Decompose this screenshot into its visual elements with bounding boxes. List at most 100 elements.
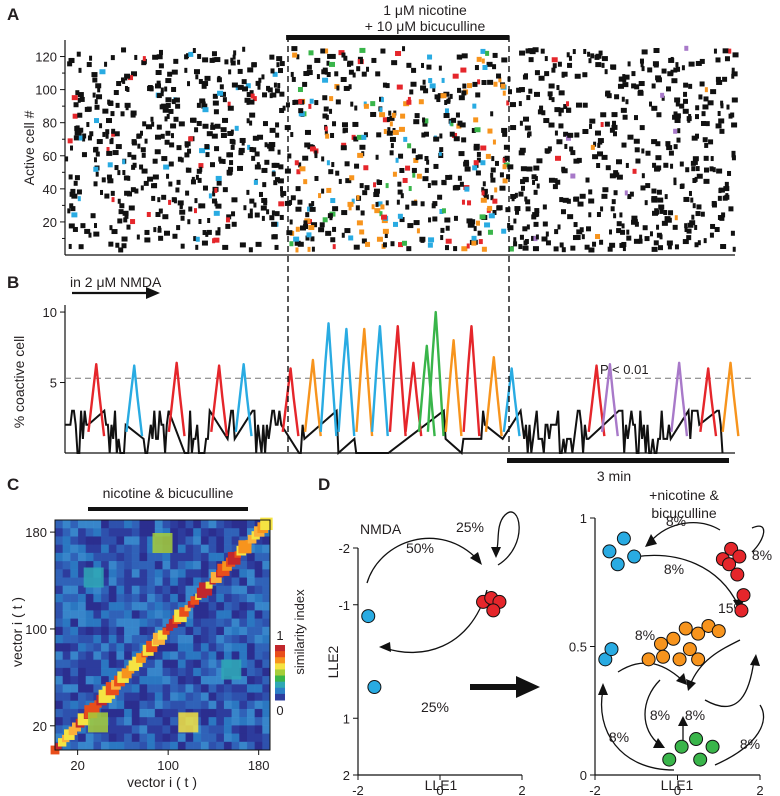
heatmap-cell xyxy=(124,741,133,751)
heatmap-cell xyxy=(262,700,271,710)
raster-event xyxy=(690,160,696,166)
raster-event xyxy=(445,225,450,231)
raster-event xyxy=(523,116,530,122)
raster-event xyxy=(651,105,658,111)
raster-event xyxy=(115,144,122,150)
arrowhead xyxy=(678,716,688,726)
raster-event xyxy=(205,152,210,158)
raster-event xyxy=(305,235,310,241)
lle-point-orange xyxy=(672,652,687,667)
raster-event xyxy=(482,188,488,194)
raster-event xyxy=(675,101,680,107)
raster-event xyxy=(684,223,688,229)
heatmap-cell xyxy=(185,552,194,562)
raster-event xyxy=(77,92,84,98)
transition-arrow xyxy=(751,525,765,553)
raster-event xyxy=(330,198,336,204)
raster-event xyxy=(84,228,91,234)
heatmap-cell xyxy=(108,700,117,710)
heatmap-cell xyxy=(55,676,64,685)
raster-event xyxy=(214,57,221,63)
raster-event xyxy=(168,181,173,187)
colorbar-segment xyxy=(275,687,285,695)
raster-event xyxy=(198,163,204,169)
raster-event xyxy=(106,146,110,152)
heatmap-offdiag-block xyxy=(83,567,104,588)
heatmap-cell xyxy=(246,676,256,685)
raster-event xyxy=(416,228,420,234)
heatmap-cell xyxy=(162,659,171,669)
panel-b-label: B xyxy=(7,273,19,292)
raster-event xyxy=(548,83,555,89)
raster-event xyxy=(395,157,399,163)
heatmap-cell xyxy=(85,635,94,644)
raster-event xyxy=(598,50,603,56)
panel-c-y-axis-label: vector i ( t ) xyxy=(9,597,25,667)
raster-event xyxy=(458,95,465,101)
raster-event xyxy=(731,150,736,156)
raster-event xyxy=(631,83,637,89)
raster-event xyxy=(649,231,653,237)
heatmap-cell xyxy=(262,577,271,587)
heatmap-cell xyxy=(162,708,171,718)
raster-event xyxy=(345,178,352,184)
raster-event xyxy=(222,187,228,193)
raster-event xyxy=(296,54,300,60)
raster-event xyxy=(255,241,262,247)
treatment-boundary-lines xyxy=(287,36,510,456)
heatmap-cell xyxy=(262,643,271,652)
heatmap-cell xyxy=(78,741,87,751)
heatmap-cell xyxy=(223,741,233,751)
panel-a-treatment-label-2: + 10 μM bicuculline xyxy=(365,18,486,34)
raster-event xyxy=(467,222,474,228)
raster-event xyxy=(107,162,113,168)
raster-event xyxy=(461,246,468,252)
heatmap-cell xyxy=(93,602,102,611)
raster-event xyxy=(152,158,158,164)
heatmap-cell xyxy=(101,676,110,685)
raster-event xyxy=(290,132,294,138)
arrowhead xyxy=(470,552,482,565)
raster-event xyxy=(202,57,209,63)
raster-event xyxy=(545,240,551,246)
heatmap-cell xyxy=(70,643,79,652)
raster-event xyxy=(168,161,174,167)
raster-event xyxy=(557,224,561,230)
raster-event xyxy=(597,142,601,148)
raster-event xyxy=(341,232,345,238)
raster-event xyxy=(421,132,426,138)
raster-event xyxy=(673,111,678,117)
raster-event xyxy=(126,224,131,230)
heatmap-cell xyxy=(208,717,217,726)
raster-event xyxy=(292,100,296,106)
raster-event xyxy=(397,213,403,219)
heatmap-cell xyxy=(200,676,210,685)
heatmap-cell xyxy=(116,552,125,562)
raster-event xyxy=(199,98,206,104)
heatmap-cell xyxy=(139,700,148,710)
transition-arrow xyxy=(689,639,741,686)
raster-event xyxy=(446,98,451,104)
heatmap-diagonal-block xyxy=(57,738,67,747)
heatmap-cell xyxy=(116,635,125,644)
heatmap-cell xyxy=(131,520,140,529)
raster-event xyxy=(716,79,723,85)
heatmap-cell xyxy=(216,520,225,529)
raster-event xyxy=(612,120,617,126)
arrowhead xyxy=(598,683,608,695)
raster-event xyxy=(199,166,203,172)
heatmap-cell xyxy=(254,577,263,587)
raster-event xyxy=(279,214,284,220)
raster-event xyxy=(329,53,336,59)
raster-event xyxy=(270,68,275,74)
raster-event xyxy=(370,101,376,107)
raster-event xyxy=(324,126,328,132)
heatmap-cell xyxy=(246,569,256,578)
raster-event xyxy=(575,102,582,108)
raster-event xyxy=(416,173,422,179)
heatmap-cell xyxy=(139,667,148,677)
raster-event xyxy=(490,172,494,178)
raster-event xyxy=(155,83,162,89)
heatmap-cell xyxy=(62,569,71,578)
raster-event xyxy=(361,238,367,244)
